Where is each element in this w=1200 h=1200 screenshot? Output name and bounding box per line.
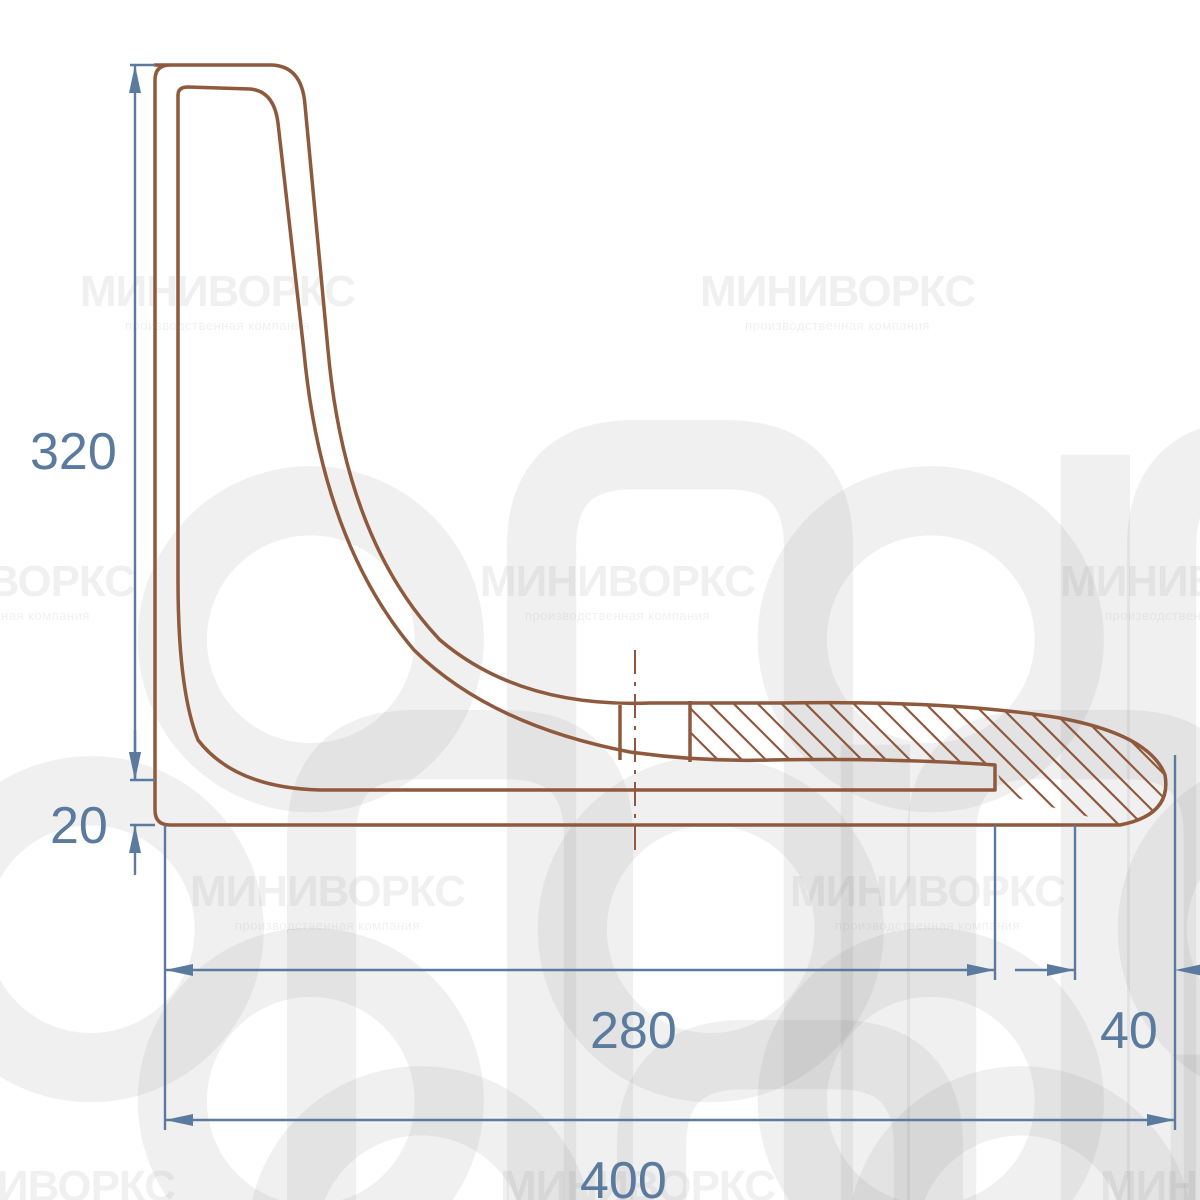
dimension-width-total: 400 bbox=[580, 1155, 667, 1200]
drawing-layer: 320 20 280 40 400 bbox=[0, 0, 1200, 1200]
dimension-width-edge: 40 bbox=[1100, 1005, 1158, 1057]
dimension-width-inner: 280 bbox=[590, 1005, 677, 1057]
dimension-height-base: 20 bbox=[50, 800, 108, 852]
dimension-height-main: 320 bbox=[30, 426, 117, 478]
